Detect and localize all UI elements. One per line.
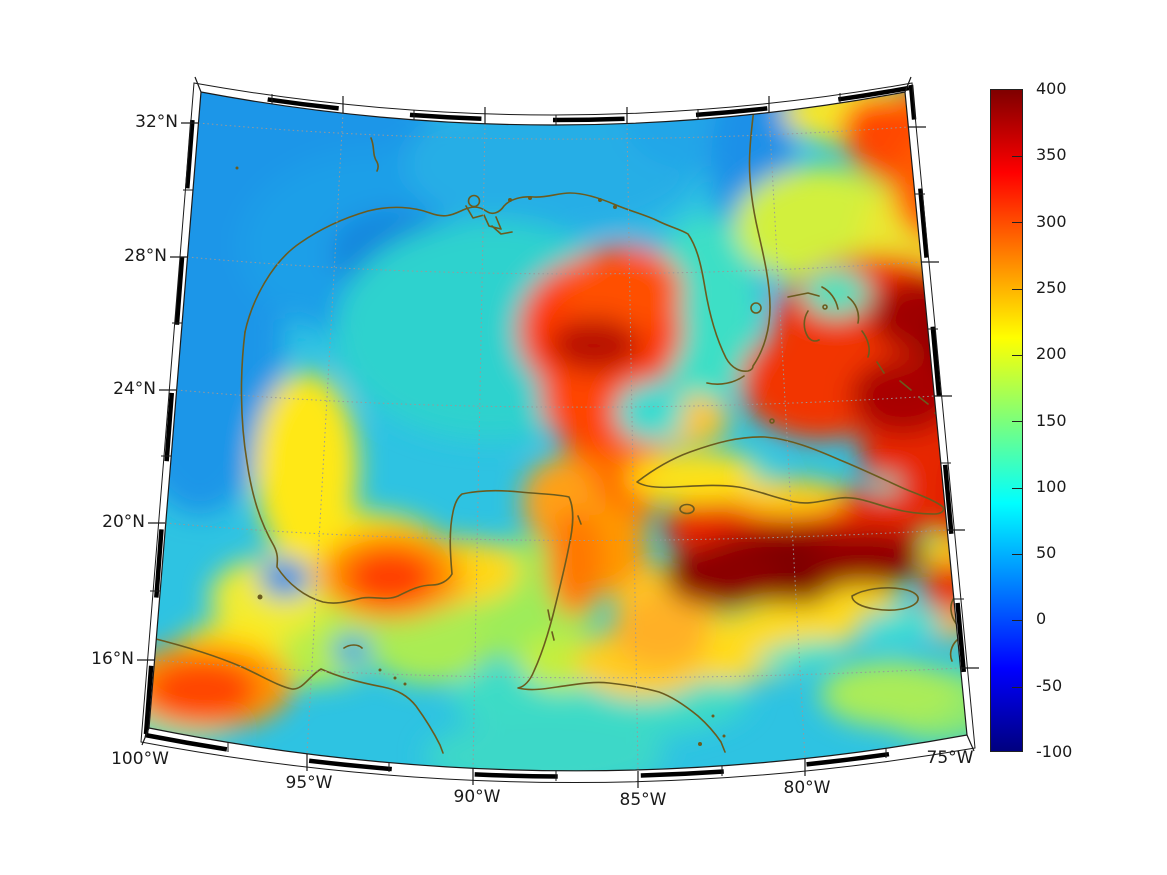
small-islands [343, 515, 582, 649]
colorbar-label-300: 300 [1036, 212, 1067, 231]
lake-okeechobee [750, 302, 762, 314]
frame-cells-top [196, 85, 910, 123]
lon-tick-label-100w: 100°W [111, 749, 169, 769]
new-providence [822, 304, 828, 310]
lake-pontchartrain [467, 194, 481, 208]
parallel-20n [165, 522, 948, 541]
meridian-90w [472, 123, 486, 769]
coast-cuba [636, 436, 945, 515]
map-frame [137, 76, 979, 788]
coast-louisiana-marsh [465, 205, 513, 235]
coast-us-florida [244, 92, 771, 372]
parallel-32n [198, 122, 909, 140]
lon-tick-label-95w: 95°W [285, 773, 333, 793]
colorbar-label-400: 400 [1036, 79, 1067, 98]
colorbar-label-neg50: -50 [1036, 676, 1063, 695]
coast-florida-keys [706, 375, 745, 385]
lon-tick-label-90w: 90°W [453, 787, 501, 807]
lat-tick-label-24n: 24°N [113, 379, 156, 399]
island-specks [235, 166, 726, 746]
coastlines [151, 92, 967, 754]
parallel-16n [154, 659, 961, 679]
colorbar-tick [1012, 156, 1022, 157]
colorbar-tick [1012, 687, 1022, 688]
frame-inner [148, 91, 968, 772]
coast-mexico-yucatan [240, 331, 726, 753]
lat-tick-label-32n: 32°N [135, 112, 178, 132]
coast-pacific-mexico [151, 637, 444, 754]
lat-tick-label-28n: 28°N [124, 246, 167, 266]
cay-sal [769, 418, 775, 424]
colorbar-label-350: 350 [1036, 145, 1067, 164]
frame-cells-bottom [144, 732, 972, 779]
colorbar-tick [1012, 355, 1022, 356]
colorbar-tick [1012, 488, 1022, 489]
isla-juventud [679, 503, 695, 515]
graticule [154, 112, 961, 772]
colorbar-tick [1012, 620, 1022, 621]
colorbar-tick [1012, 554, 1022, 555]
mississippi-river [370, 137, 379, 172]
lon-tick-label-80w: 80°W [783, 778, 831, 798]
heatmap-field [149, 92, 967, 771]
frame-cells-left [143, 85, 198, 735]
colorbar-label-100: 100 [1036, 477, 1067, 496]
colorbar-label-200: 200 [1036, 344, 1067, 363]
colorbar-label-250: 250 [1036, 278, 1067, 297]
colorbar-label-150: 150 [1036, 411, 1067, 430]
colorbar-label-0: 0 [1036, 609, 1047, 628]
colorbar-tick [1012, 222, 1022, 223]
colorbar-tick [1012, 289, 1022, 290]
colorbar-label-neg100: -100 [1036, 742, 1073, 761]
colorbar-label-50: 50 [1036, 543, 1057, 562]
frame-minor-ticks [150, 93, 964, 781]
lon-tick-label-75w: 75°W [926, 748, 974, 768]
frame-outer [140, 82, 976, 784]
frame-major-ticks [137, 76, 979, 788]
colorbar-tick [1012, 421, 1022, 422]
lat-tick-label-16n: 16°N [91, 649, 134, 669]
coast-jamaica [851, 587, 919, 611]
colorbar-gradient [990, 89, 1023, 752]
lat-tick-label-20n: 20°N [102, 512, 145, 532]
lon-tick-label-85w: 85°W [619, 790, 667, 810]
